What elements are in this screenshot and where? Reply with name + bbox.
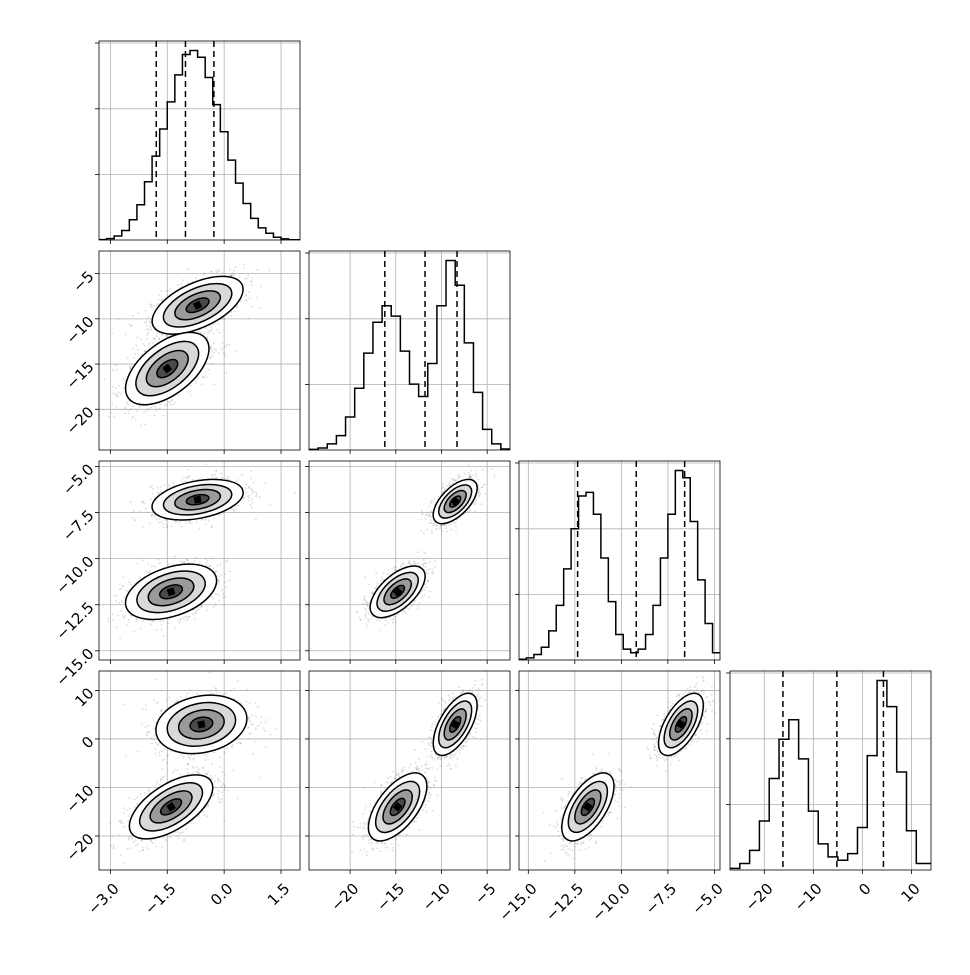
scatter-content <box>543 652 716 862</box>
scatter-panel-0-1 <box>96 251 300 450</box>
histogram-step-line <box>99 50 300 239</box>
density-contours-1 <box>118 554 223 631</box>
y-tick-label: −10.0 <box>52 552 97 597</box>
y-tick-label: −5.0 <box>59 460 97 498</box>
histogram-panel-0 <box>95 41 300 240</box>
scatter-content <box>107 464 296 639</box>
histogram-panel-2 <box>515 461 720 660</box>
density-contours-0 <box>424 687 486 763</box>
scatter-content <box>351 679 486 856</box>
x-tick-label: −12.5 <box>542 880 587 925</box>
scatter-panel-1-3 <box>309 671 510 870</box>
y-tick-label: −15 <box>62 358 97 393</box>
density-contours-0 <box>149 473 247 527</box>
x-tick-label: 10 <box>898 880 924 906</box>
y-tick-label: −10 <box>62 781 97 816</box>
x-tick-label: −5.0 <box>688 880 726 918</box>
y-tick-label: −10 <box>62 313 97 348</box>
histogram-panel-3 <box>726 671 931 870</box>
y-tick-label: 0 <box>78 733 97 752</box>
density-contours-1 <box>357 763 438 851</box>
scatter-panel-1-2 <box>309 461 510 660</box>
y-tick-label: 10 <box>71 684 97 710</box>
y-tick-label: −20 <box>62 403 97 438</box>
scatter-panel-2-3 <box>519 652 720 870</box>
y-tick-label: −15.0 <box>52 645 97 690</box>
panel-frame <box>309 671 510 870</box>
x-tick-label: 0.0 <box>207 880 237 910</box>
x-tick-label: −10.0 <box>589 880 634 925</box>
histogram-panel-1 <box>305 251 510 450</box>
x-tick-label: −7.5 <box>642 880 680 918</box>
panel-frame <box>99 41 300 240</box>
x-tick-label: 0 <box>855 880 874 899</box>
histogram-step-line <box>730 680 931 868</box>
y-tick-label: −7.5 <box>59 506 97 544</box>
histogram-step-line <box>519 470 720 659</box>
x-tick-label: −10 <box>419 880 454 915</box>
x-tick-label: 1.5 <box>264 880 294 910</box>
x-tick-label: −15.0 <box>495 880 540 925</box>
density-contours-0 <box>151 687 253 761</box>
histogram-step-line <box>309 260 510 449</box>
scatter-panel-0-3 <box>99 671 300 870</box>
scatter-content <box>109 671 278 863</box>
scatter-panel-0-2 <box>99 461 300 660</box>
x-tick-label: −20 <box>742 880 777 915</box>
x-tick-label: −10 <box>791 880 826 915</box>
x-tick-label: −3.0 <box>84 880 122 918</box>
x-tick-label: −20 <box>327 880 362 915</box>
x-tick-label: −5 <box>471 880 499 908</box>
y-tick-label: −5 <box>69 267 97 295</box>
scatter-content <box>96 264 271 427</box>
density-peak <box>194 496 202 504</box>
y-tick-label: −12.5 <box>52 599 97 644</box>
density-peak <box>197 720 205 728</box>
x-tick-label: −1.5 <box>141 880 179 918</box>
scatter-content <box>355 463 495 631</box>
x-tick-label: −15 <box>373 880 408 915</box>
y-tick-label: −20 <box>62 830 97 865</box>
